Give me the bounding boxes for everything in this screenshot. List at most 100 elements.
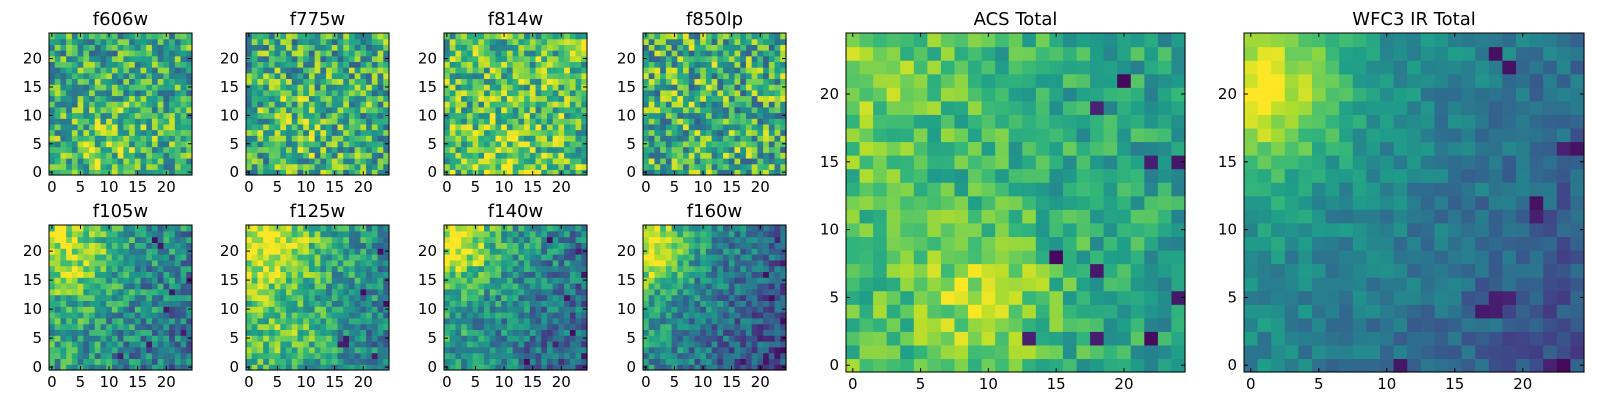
heatmap-cell — [348, 89, 356, 97]
heatmap-cell — [151, 118, 159, 125]
heatmap-cell — [444, 152, 451, 159]
heatmap-cell — [541, 50, 548, 57]
heatmap-cell — [740, 33, 747, 40]
heatmap-cell — [774, 61, 781, 68]
heatmap-cell — [461, 163, 468, 170]
heatmap-cell — [569, 152, 577, 159]
heatmap-cell — [83, 294, 90, 301]
heatmap-cell — [246, 101, 253, 108]
heatmap-cell — [66, 55, 73, 62]
heatmap-cell — [757, 106, 764, 114]
heatmap-cell — [541, 135, 548, 142]
heatmap-cell — [180, 230, 187, 238]
heatmap-cell — [174, 358, 182, 365]
heatmap-cell — [774, 95, 781, 102]
heatmap-cell — [1284, 141, 1299, 156]
heatmap-cell — [734, 112, 741, 119]
heatmap-cell — [163, 259, 170, 267]
heatmap-cell — [354, 346, 361, 354]
heatmap-cell — [66, 112, 73, 119]
heatmap-cell — [643, 61, 650, 68]
heatmap-cell — [60, 118, 67, 125]
panel-title: f606w — [93, 9, 148, 30]
heatmap-cell — [859, 344, 874, 360]
heatmap-cell — [146, 146, 153, 153]
heatmap-cell — [1448, 249, 1463, 265]
heatmap-cell — [449, 140, 457, 148]
heatmap-cell — [297, 329, 304, 336]
heatmap-cell — [575, 55, 582, 62]
heatmap-cell — [151, 157, 159, 165]
heatmap-cell — [286, 335, 293, 342]
heatmap-cell — [251, 55, 259, 62]
heatmap-cell — [688, 61, 696, 68]
heatmap-cell — [705, 50, 713, 57]
heatmap-cell — [484, 38, 491, 45]
heatmap-cell — [257, 95, 264, 102]
heatmap-cell — [1130, 358, 1145, 373]
heatmap-cell — [360, 323, 367, 330]
heatmap-cell — [331, 288, 339, 296]
heatmap-cell — [83, 306, 90, 313]
heatmap-cell — [157, 95, 164, 102]
heatmap-cell — [151, 95, 159, 102]
heatmap-cell — [1488, 344, 1503, 360]
heatmap-cell — [66, 95, 73, 102]
heatmap-cell — [660, 135, 667, 142]
heatmap-cell — [331, 140, 339, 148]
heatmap-cell — [77, 118, 84, 125]
heatmap-cell — [314, 95, 321, 102]
heatmap-cell — [643, 95, 650, 102]
heatmap-cell — [660, 55, 667, 62]
heatmap-cell — [968, 331, 983, 346]
heatmap-cell — [506, 169, 514, 176]
heatmap-cell — [751, 44, 758, 51]
heatmap-cell — [564, 112, 571, 119]
heatmap-cell — [1366, 236, 1381, 251]
heatmap-cell — [558, 44, 565, 51]
heatmap-cell — [564, 84, 571, 91]
heatmap-cell — [518, 55, 525, 62]
heatmap-cell — [683, 129, 690, 136]
heatmap-cell — [472, 163, 479, 170]
heatmap-cell — [377, 129, 384, 136]
heatmap-cell — [774, 67, 781, 74]
heatmap-cell — [331, 277, 339, 284]
heatmap-cell — [354, 78, 361, 85]
heatmap-cell — [774, 55, 781, 62]
heatmap-cell — [297, 146, 304, 153]
heatmap-cell — [134, 358, 142, 365]
heatmap-cell — [1543, 209, 1558, 224]
heatmap-cell — [1352, 249, 1367, 265]
heatmap-cell — [1130, 304, 1145, 319]
heatmap-cell — [723, 169, 730, 176]
heatmap-cell — [94, 169, 102, 176]
heatmap-cell — [174, 112, 182, 119]
heatmap-cell — [163, 146, 170, 153]
heatmap-cell — [151, 364, 159, 371]
heatmap-cell — [1244, 182, 1259, 197]
heatmap-cell — [140, 265, 147, 272]
heatmap-cell — [954, 46, 969, 61]
heatmap-cell — [1090, 358, 1105, 373]
heatmap-cell — [728, 95, 736, 102]
heatmap-cell — [274, 146, 281, 153]
heatmap-cell — [314, 44, 321, 51]
heatmap-cell — [326, 306, 333, 313]
heatmap-cell — [129, 135, 136, 142]
heatmap-cell — [728, 112, 736, 119]
heatmap-cell — [1049, 33, 1064, 48]
heatmap-cell — [564, 78, 571, 85]
heatmap-cell — [1244, 209, 1259, 224]
heatmap-cell — [1008, 87, 1023, 102]
heatmap-cell — [665, 157, 673, 165]
heatmap-cell — [257, 329, 264, 336]
heatmap-cell — [717, 140, 724, 148]
heatmap-cell — [60, 248, 67, 255]
heatmap-cell — [546, 163, 554, 170]
heatmap-cell — [257, 169, 264, 176]
heatmap-cell — [995, 358, 1010, 373]
heatmap-cell — [648, 123, 656, 131]
heatmap-cell — [757, 78, 764, 85]
heatmap-cell — [146, 341, 153, 348]
